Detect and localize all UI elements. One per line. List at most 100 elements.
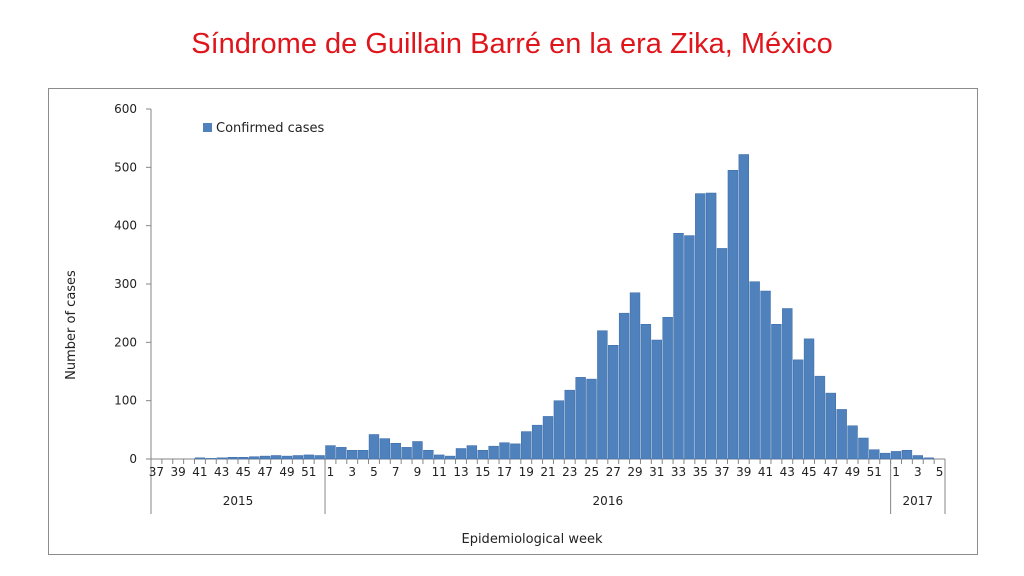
x-tick-label: 1 — [892, 465, 900, 479]
bar — [444, 455, 456, 460]
bar — [336, 447, 347, 460]
bar — [912, 455, 923, 460]
bars-layer — [194, 154, 934, 460]
bar — [553, 400, 565, 460]
bar — [586, 378, 597, 460]
bar — [879, 452, 891, 460]
x-tick-label: 19 — [519, 465, 534, 479]
x-tick-label: 29 — [627, 465, 642, 479]
bar — [901, 450, 913, 460]
bar — [270, 455, 282, 460]
bar — [738, 154, 749, 460]
x-tick-label: 23 — [562, 465, 577, 479]
x-tick-label: 51 — [301, 465, 316, 479]
bar — [640, 324, 652, 460]
y-axis-label: Number of cases — [64, 270, 79, 380]
x-tick-label: 5 — [936, 465, 944, 479]
x-tick-label: 13 — [453, 465, 468, 479]
bar — [455, 448, 467, 460]
legend-label: Confirmed cases — [216, 121, 325, 136]
x-tick-label: 3 — [348, 465, 356, 479]
legend-swatch — [203, 123, 212, 132]
y-tick-label: 500 — [114, 160, 137, 174]
bar — [923, 457, 934, 460]
bar — [858, 437, 869, 460]
bar — [510, 443, 521, 460]
bar — [205, 458, 217, 460]
x-tick-label: 45 — [801, 465, 816, 479]
bar — [423, 450, 434, 460]
bar — [890, 451, 902, 460]
bar — [238, 457, 249, 460]
bar — [466, 445, 478, 460]
x-tick-label: 47 — [258, 465, 273, 479]
x-tick-label: 15 — [475, 465, 490, 479]
x-tick-label: 45 — [236, 465, 251, 479]
x-tick-label: 49 — [279, 465, 294, 479]
bar — [542, 416, 554, 460]
bar — [564, 389, 575, 460]
bar — [847, 425, 858, 460]
x-tick-label: 5 — [370, 465, 378, 479]
y-tick-label: 400 — [114, 219, 137, 233]
bar — [521, 431, 532, 460]
y-tick-label: 0 — [129, 452, 137, 466]
x-tick-label: 43 — [214, 465, 229, 479]
bar — [792, 359, 804, 460]
bar — [499, 442, 510, 460]
bar — [814, 375, 826, 460]
y-tick-label: 100 — [114, 394, 137, 408]
bar — [705, 192, 717, 460]
x-tick-label: 35 — [693, 465, 708, 479]
bar — [303, 454, 314, 460]
y-tick-label: 200 — [114, 335, 137, 349]
x-tick-label: 3 — [914, 465, 922, 479]
bar — [836, 409, 847, 460]
bar — [782, 308, 793, 460]
year-label: 2017 — [903, 494, 934, 508]
x-tick-label: 51 — [867, 465, 882, 479]
x-tick-label: 47 — [823, 465, 838, 479]
bar — [531, 424, 543, 460]
bar — [597, 330, 608, 460]
bar — [869, 449, 880, 460]
x-tick-label: 33 — [671, 465, 686, 479]
x-tick-label: 41 — [758, 465, 773, 479]
chart-frame: 0 100 200 300 400 500 600 37 39 41 43 45 47 49 51 1 3 5 7 9… — [48, 88, 978, 555]
bar — [651, 339, 662, 460]
x-tick-label: 7 — [392, 465, 400, 479]
bar — [662, 317, 673, 460]
bar — [488, 445, 499, 460]
bar — [608, 345, 619, 460]
bar — [673, 233, 684, 460]
bar — [390, 443, 401, 460]
bar — [347, 450, 358, 460]
bar — [629, 292, 641, 460]
year-label: 2016 — [593, 494, 624, 508]
legend: Confirmed cases — [203, 121, 325, 136]
x-axis-label: Epidemiological week — [461, 532, 602, 547]
bar — [412, 441, 423, 460]
bar — [803, 338, 815, 460]
bar — [292, 455, 304, 460]
bar — [281, 455, 293, 460]
bar — [260, 455, 271, 460]
x-tick-label: 9 — [414, 465, 422, 479]
x-tick-label: 11 — [432, 465, 447, 479]
bar — [749, 281, 760, 460]
year-label: 2015 — [223, 494, 254, 508]
bar — [314, 455, 325, 460]
bar — [727, 170, 739, 460]
bar — [760, 290, 771, 460]
x-tick-label: 49 — [845, 465, 860, 479]
x-tick-label: 37 — [714, 465, 729, 479]
x-tick-label: 39 — [171, 465, 186, 479]
bar — [227, 457, 238, 460]
bar — [249, 456, 260, 460]
bar — [325, 445, 336, 460]
x-tick-label: 25 — [584, 465, 599, 479]
y-tick-label: 600 — [114, 102, 137, 116]
x-tick-label: 17 — [497, 465, 512, 479]
